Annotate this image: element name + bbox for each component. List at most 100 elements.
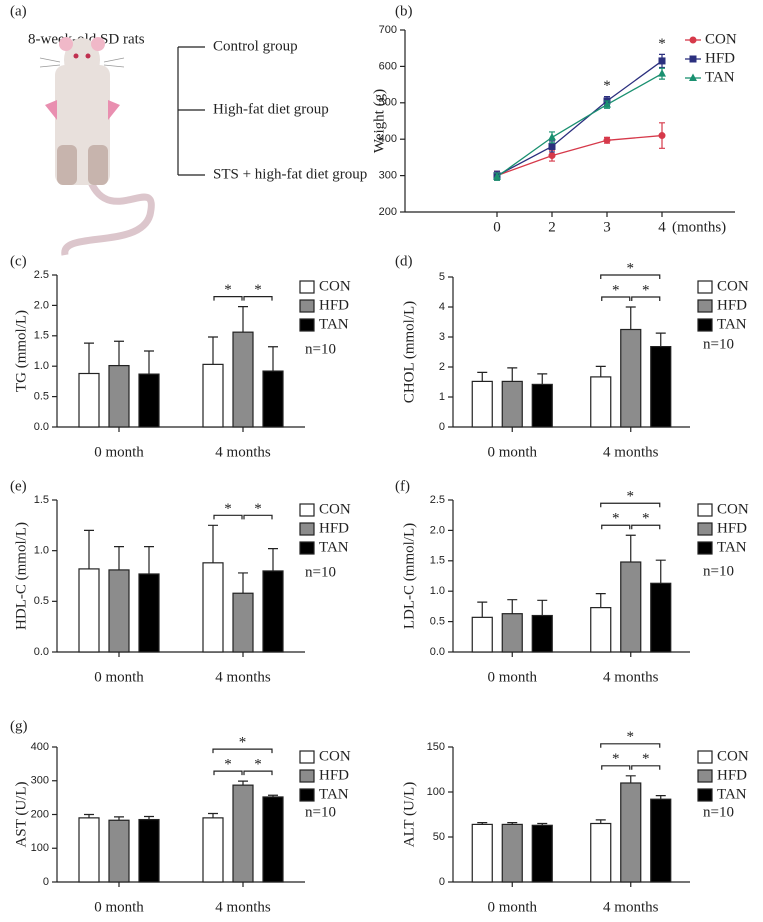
x-tick-label: 4 months: [215, 669, 271, 685]
error-bar: [238, 572, 248, 594]
panel-a: (a) 8-week-old SD rats Control group Hig…: [10, 3, 367, 256]
rat-paw: [108, 100, 120, 120]
x-tick-label: 3: [603, 219, 611, 235]
y-axis-label: CHOL (mmol/L): [401, 301, 417, 403]
y-tick-label: 1.0: [430, 585, 445, 597]
y-tick-label: 2.0: [430, 524, 445, 536]
y-axis-label: HDL-C (mmol/L): [13, 522, 29, 630]
significance-label: *: [612, 511, 620, 527]
y-tick-label: 200: [31, 808, 49, 820]
significance-label: *: [642, 282, 650, 298]
error-bar: [655, 795, 666, 800]
note: n=10: [703, 336, 734, 352]
bar: [471, 823, 493, 883]
significance-label: *: [627, 489, 635, 505]
y-axis-label: ALT (U/L): [401, 782, 417, 847]
significance-bracket: [631, 296, 661, 301]
legend-swatch: [697, 522, 713, 536]
x-tick-label: 0 month: [487, 899, 537, 915]
y-tick-label: 4: [439, 301, 445, 313]
point: [658, 132, 666, 140]
group-label: STS + high-fat diet group: [213, 166, 367, 182]
bar: [138, 818, 160, 883]
point: [548, 132, 556, 141]
rat-whiskers: [39, 57, 125, 68]
error-bar: [537, 599, 548, 616]
x-tick-label: 4 months: [215, 444, 271, 460]
y-axis-label: TG (mmol/L): [13, 310, 29, 392]
x-tick-label: 0 month: [94, 899, 144, 915]
chart-panel: (c) 0.0 0.5 1.0 1.5 2.0 2.5 TG (mmol/L) 0 month 4…: [10, 253, 351, 460]
x-tick-label: 0 month: [94, 444, 144, 460]
error-bar: [477, 371, 488, 382]
bar: [108, 569, 130, 653]
y-tick-label: 0.0: [34, 421, 49, 433]
significance-label: *: [254, 282, 262, 298]
legend-label: HFD: [717, 297, 747, 313]
error-bar: [208, 524, 218, 563]
y-tick-label: 600: [379, 60, 397, 72]
y-tick-label: 0.5: [34, 595, 49, 607]
panel-label: (e): [10, 478, 27, 494]
legend-swatch: [299, 788, 315, 802]
y-tick-label: 300: [31, 775, 49, 787]
point: [548, 142, 556, 150]
bar: [501, 380, 523, 428]
significance-label: *: [627, 729, 635, 745]
error-bar: [507, 599, 518, 614]
bar: [650, 582, 672, 653]
bar: [262, 570, 284, 653]
note: n=10: [703, 563, 734, 579]
legend-swatch: [299, 541, 315, 555]
y-tick-label: 100: [31, 842, 49, 854]
significance-bracket: [600, 274, 661, 279]
panel-label: (f): [395, 478, 410, 494]
rat-paw: [45, 100, 57, 120]
error-bar: [507, 367, 518, 382]
legend-label: HFD: [717, 520, 747, 536]
note: n=10: [703, 804, 734, 820]
bar: [620, 328, 642, 428]
legend-label: CON: [319, 748, 351, 764]
significance-label: *: [642, 511, 650, 527]
legend-label: HFD: [319, 767, 349, 783]
bar: [138, 373, 160, 428]
significance-label: *: [254, 501, 262, 517]
legend-label: CON: [319, 278, 351, 294]
significance-label: *: [612, 751, 620, 767]
chart-panel: 0 50 100 150 ALT (U/L) 0 month 4 months CON HFD T…: [401, 729, 748, 915]
series-line: [496, 60, 663, 177]
error-bar: [268, 346, 278, 372]
significance-label: *: [612, 282, 620, 298]
y-tick-label: 50: [433, 831, 445, 843]
x-tick-label: 4 months: [603, 444, 659, 460]
group-label: Control group: [213, 38, 298, 54]
group-bracket: [177, 46, 205, 176]
legend-label: TAN: [319, 539, 349, 555]
significance-bracket: [212, 748, 273, 754]
legend-label: CON: [717, 278, 749, 294]
chart-panel: (d) 0 1 2 3 4 5 CHOL (mmol/L) 0 month 4 months CON…: [395, 253, 749, 460]
bar: [232, 592, 254, 653]
legend-swatch: [697, 750, 713, 764]
series-line: [496, 73, 663, 178]
bar: [590, 822, 612, 883]
y-tick-label: 2.5: [34, 269, 49, 281]
error-bar: [625, 306, 636, 330]
bar: [590, 376, 612, 428]
note: n=10: [305, 564, 336, 580]
significance-bracket: [600, 743, 661, 748]
bar: [590, 607, 612, 653]
legend-marker: [689, 55, 697, 63]
rat-head: [64, 38, 100, 82]
legend-swatch: [299, 299, 315, 313]
y-tick-label: 0.5: [34, 391, 49, 403]
legend-label: CON: [717, 748, 749, 764]
bar: [78, 568, 100, 653]
group-label: High-fat diet group: [213, 101, 329, 117]
significance-bracket: [243, 296, 273, 301]
error-bar: [238, 306, 248, 333]
panel-label: (g): [10, 718, 28, 734]
legend-swatch: [697, 788, 713, 802]
error-bar: [208, 336, 218, 365]
